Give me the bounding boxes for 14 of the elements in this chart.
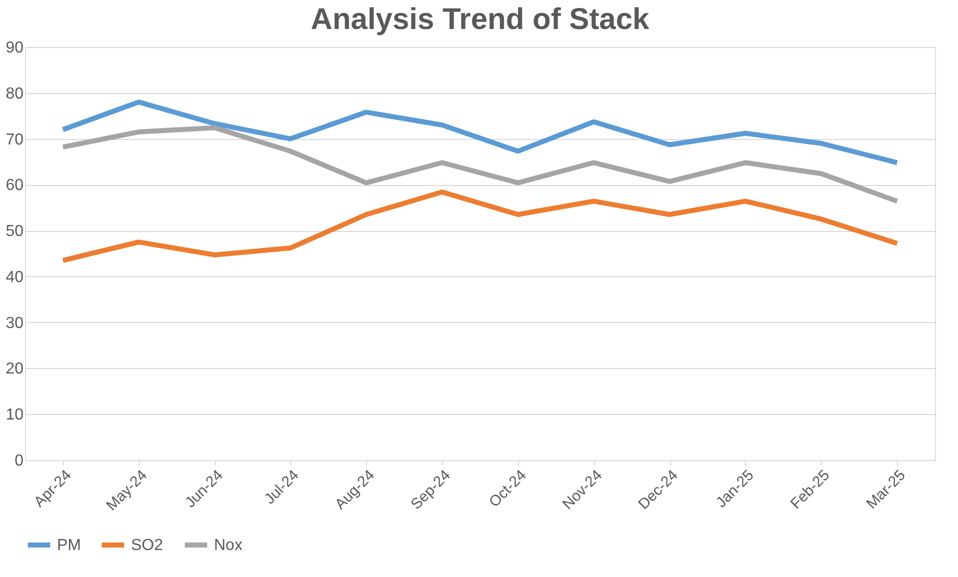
- y-tick-label: 90: [6, 40, 24, 56]
- legend-label: Nox: [214, 537, 242, 554]
- legend-label: PM: [57, 537, 81, 554]
- y-tick-label: 40: [6, 268, 24, 286]
- y-tick-label: 0: [14, 452, 24, 470]
- y-tick-label: 50: [6, 223, 24, 240]
- legend-label: SO2: [131, 537, 164, 554]
- y-tick-label: 10: [6, 406, 24, 424]
- y-tick-label: 20: [6, 360, 24, 378]
- y-tick-label: 80: [6, 85, 24, 102]
- y-tick-label: 30: [6, 314, 24, 332]
- y-tick-label: 60: [6, 177, 24, 194]
- y-tick-label: 70: [6, 131, 24, 148]
- chart-title: Analysis Trend of Stack: [310, 3, 650, 36]
